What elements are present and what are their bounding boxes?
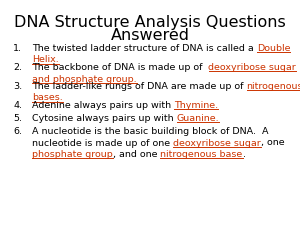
Text: The backbone of DNA is made up of: The backbone of DNA is made up of [32, 63, 208, 72]
Text: The twisted ladder structure of DNA is called a: The twisted ladder structure of DNA is c… [32, 44, 257, 53]
Text: Double: Double [257, 44, 290, 53]
Text: Helix.: Helix. [32, 56, 59, 65]
Text: 1.: 1. [13, 44, 22, 53]
Text: 4.: 4. [13, 101, 22, 110]
Text: nitrogenous: nitrogenous [247, 82, 300, 91]
Text: Thymine.: Thymine. [174, 101, 218, 110]
Text: DNA Structure Analysis Questions: DNA Structure Analysis Questions [14, 15, 286, 30]
Text: Guanine.: Guanine. [177, 114, 219, 123]
Text: 6.: 6. [13, 127, 22, 136]
Text: Adenine always pairs up with: Adenine always pairs up with [32, 101, 174, 110]
Text: .: . [242, 150, 245, 159]
Text: nitrogenous base: nitrogenous base [160, 150, 242, 159]
Text: The ladder-like rungs of DNA are made up of: The ladder-like rungs of DNA are made up… [32, 82, 247, 91]
Text: A nucleotide is the basic building block of DNA.  A: A nucleotide is the basic building block… [32, 127, 268, 136]
Text: Cytosine always pairs up with: Cytosine always pairs up with [32, 114, 177, 123]
Text: deoxyribose sugar: deoxyribose sugar [208, 63, 296, 72]
Text: nucleotide is made up of one: nucleotide is made up of one [32, 139, 173, 148]
Text: , and one: , and one [113, 150, 160, 159]
Text: , one: , one [261, 139, 284, 148]
Text: bases.: bases. [32, 94, 63, 103]
Text: phosphate group: phosphate group [32, 150, 113, 159]
Text: and phosphate group.: and phosphate group. [32, 74, 136, 83]
Text: 5.: 5. [13, 114, 22, 123]
Text: 3.: 3. [13, 82, 22, 91]
Text: deoxyribose sugar: deoxyribose sugar [173, 139, 261, 148]
Text: Answered: Answered [110, 28, 190, 43]
Text: 2.: 2. [13, 63, 22, 72]
